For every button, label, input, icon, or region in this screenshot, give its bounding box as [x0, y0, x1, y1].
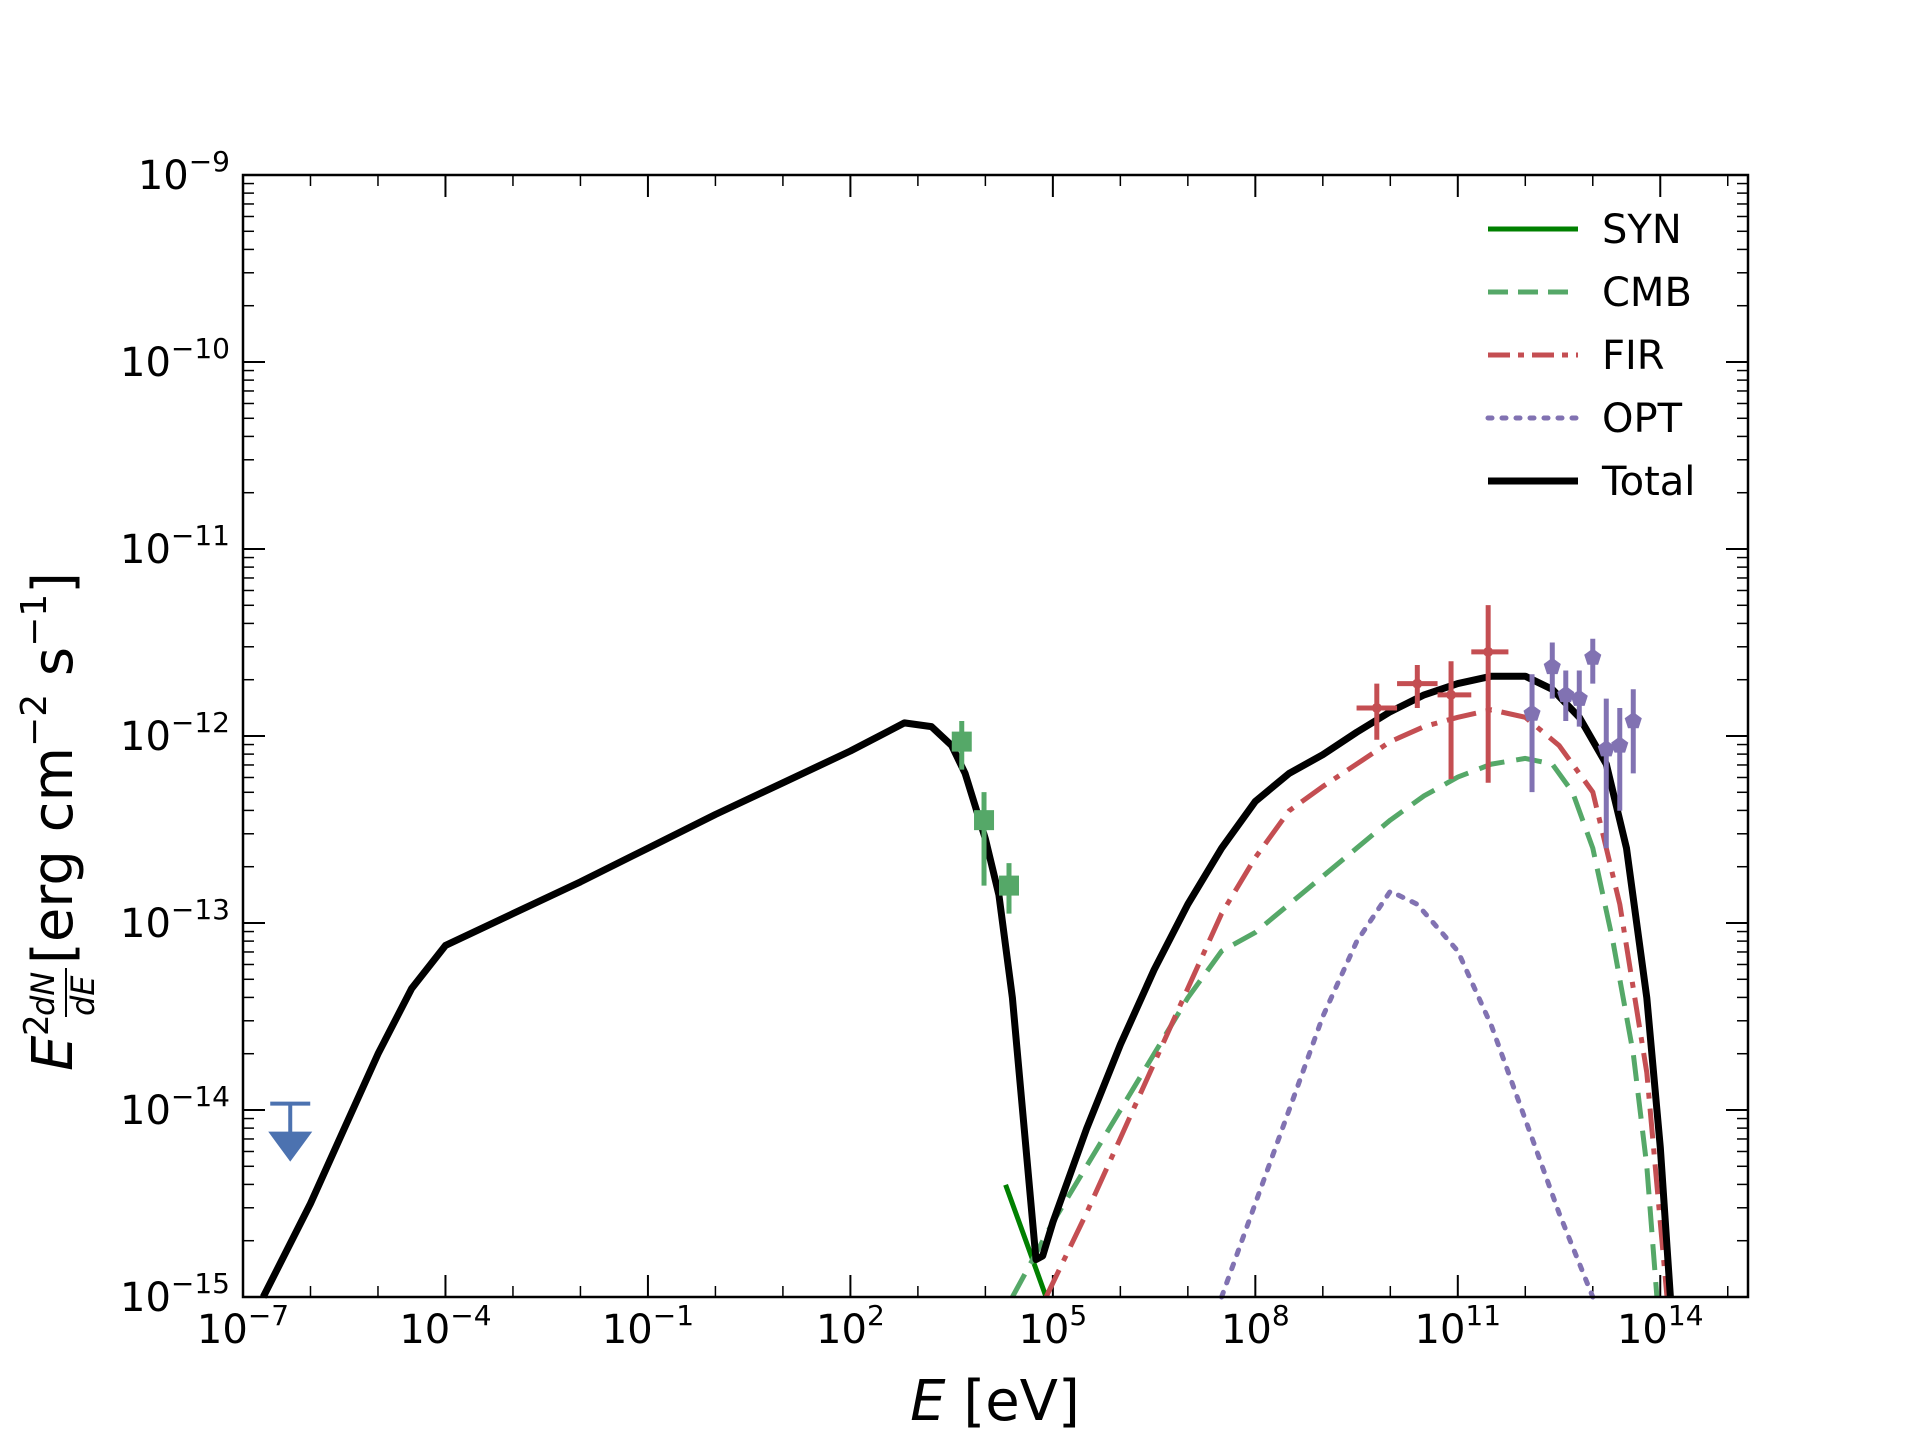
y-tick-label: 10−10: [120, 332, 230, 386]
x-tick-label: 10−1: [602, 1299, 694, 1353]
data-point-tev: [1543, 657, 1561, 675]
x-tick-labels: 10−7 10−4 10−1 102 105 108 1011 1014: [197, 1299, 1704, 1353]
y-tick-label: 10−9: [138, 145, 230, 199]
legend-label-opt: OPT: [1602, 396, 1683, 442]
y-label-e: E: [21, 1035, 86, 1071]
series-line-opt: [1219, 888, 1596, 1300]
data-point-gev: [1412, 678, 1423, 689]
data-point-tev: [1611, 736, 1629, 753]
data-points-layer: [268, 605, 1642, 1162]
y-tick-label: 10−15: [120, 1267, 230, 1321]
legend-label-total: Total: [1601, 459, 1695, 505]
data-point-x-ray: [998, 875, 1019, 896]
y-tick-labels: 10−9 10−10 10−11 10−12 10−13 10−14 10−15: [120, 145, 230, 1321]
series-line-total: [260, 672, 1674, 1299]
series-line-syn: [1003, 1183, 1049, 1298]
x-tick-label: 1011: [1415, 1299, 1502, 1353]
major-ticks: [242, 174, 1748, 1298]
plot-frame: [241, 173, 1750, 1299]
data-point-tev: [1570, 689, 1588, 706]
x-tick-label: 102: [816, 1299, 885, 1353]
y-label-den: dE: [64, 975, 102, 1016]
data-point-tev: [1624, 712, 1642, 729]
legend-label-cmb: CMB: [1602, 270, 1692, 316]
x-tick-label: 10−7: [197, 1299, 289, 1353]
x-tick-label: 108: [1221, 1299, 1290, 1353]
series-layer: [260, 672, 1674, 1300]
y-label-unit: [erg cm−2 s−1]: [14, 572, 86, 964]
data-point-tev: [1557, 685, 1575, 703]
series-line-fir: [1043, 707, 1670, 1299]
legend-label-fir: FIR: [1602, 333, 1665, 379]
y-label-pow: 2: [17, 1014, 57, 1036]
upper-limit-arrow: [268, 1131, 313, 1162]
y-tick-label: 10−12: [120, 706, 230, 760]
data-point-gev: [1483, 646, 1494, 657]
data-point-x-ray: [951, 731, 972, 752]
data-point-gev: [1371, 702, 1382, 713]
y-axis-label: E 2 dN dE [erg cm−2 s−1]: [14, 572, 102, 1071]
x-tick-label: 1014: [1617, 1299, 1704, 1353]
data-point-tev: [1584, 648, 1602, 665]
legend: SYN CMB FIR OPT Total: [1485, 207, 1695, 505]
data-point-tev: [1597, 740, 1615, 757]
y-tick-label: 10−14: [120, 1080, 230, 1134]
minor-ticks: [243, 175, 1748, 1297]
x-tick-label: 10−4: [399, 1299, 491, 1353]
y-tick-label: 10−13: [120, 893, 230, 947]
data-point-gev: [1446, 689, 1457, 700]
x-tick-label: 105: [1018, 1299, 1087, 1353]
series-line-cmb: [1010, 755, 1660, 1299]
y-label-num: dN: [24, 972, 62, 1016]
data-point-tev: [1523, 704, 1541, 721]
x-axis-label: E [eV]: [910, 1369, 1080, 1434]
y-tick-label: 10−11: [120, 519, 230, 573]
data-point-x-ray: [974, 810, 995, 831]
legend-label-syn: SYN: [1602, 207, 1682, 253]
